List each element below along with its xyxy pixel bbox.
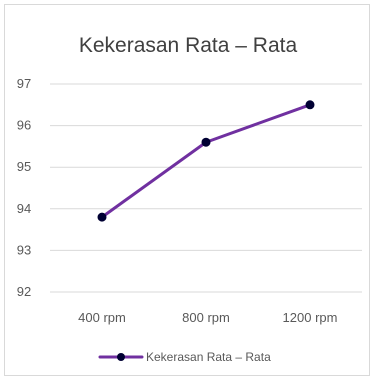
legend: Kekerasan Rata – Rata [98,350,271,364]
y-tick-label: 95 [17,159,31,174]
y-tick-label: 92 [17,284,31,299]
chart-frame [4,4,370,376]
data-point [305,100,315,110]
x-tick-label: 800 rpm [182,310,230,325]
gridlines [50,83,362,293]
x-tick-label: 1200 rpm [283,310,338,325]
y-tick-label: 97 [17,76,31,91]
data-point [201,137,211,147]
y-tick-label: 96 [17,118,31,133]
x-axis-tick-labels: 400 rpm 800 rpm 1200 rpm [78,310,337,325]
y-tick-label: 94 [17,201,31,216]
series-layer [97,100,315,222]
series-line [100,103,312,219]
legend-marker-swatch [117,353,125,361]
chart-title: Kekerasan Rata – Rata [79,34,298,57]
y-tick-label: 93 [17,242,31,257]
legend-label: Kekerasan Rata – Rata [146,350,271,364]
y-axis-tick-labels: 92 93 94 95 96 97 [17,76,31,299]
data-point [97,212,107,222]
x-tick-label: 400 rpm [78,310,126,325]
